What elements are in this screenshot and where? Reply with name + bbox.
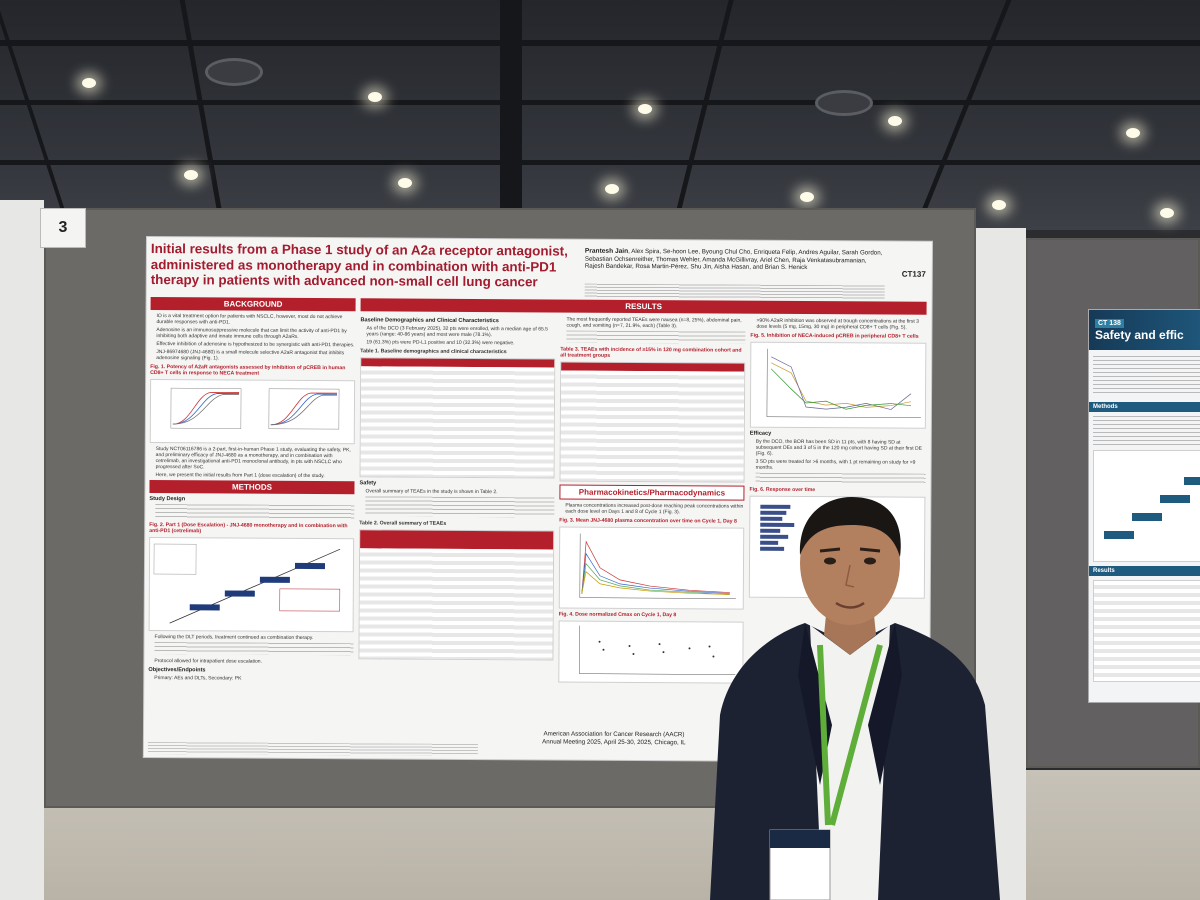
- column-results-3: >90% A2aR inhibition was observed at tro…: [748, 317, 927, 602]
- lead-author: Prantesh Jain: [584, 247, 629, 255]
- efficacy-bullet: By the DCO, the BOR has been SD in 11 pt…: [755, 438, 922, 457]
- safety-heading: Safety: [359, 480, 377, 487]
- background-header: BACKGROUND: [150, 297, 356, 312]
- research-poster: Initial results from a Phase 1 study of …: [143, 237, 932, 762]
- fig2-caption: Fig. 2. Part 1 (Dose Escalation) - JNJ-4…: [149, 522, 348, 535]
- table2-caption: Table 2. Overall summary of TEAEs: [359, 520, 447, 527]
- table1: [359, 357, 556, 479]
- table2: [358, 529, 555, 661]
- background-bullet: Study NCT06116786 is a 2-part, first-in-…: [155, 446, 351, 471]
- fig3-plot: [558, 526, 745, 610]
- efficacy-heading: Efficacy: [749, 430, 772, 437]
- adjacent-poster-table: [1093, 580, 1200, 682]
- adjacent-poster-results: Results: [1089, 566, 1200, 576]
- booth-post-left: [0, 200, 44, 900]
- background-bullet: Here, we present the initial results fro…: [155, 472, 325, 480]
- poster-code: CT137: [901, 269, 926, 279]
- methods-text: [154, 642, 354, 656]
- fig5-caption: Fig. 5. Inhibition of NECA-induced pCREB…: [750, 332, 919, 340]
- safety-bullet: The most frequently reported TEAEs were …: [566, 316, 742, 330]
- results-bullet: 19 (61.3%) pts were PD-L1 positive and 1…: [366, 339, 515, 347]
- fig6-caption: Fig. 6. Response over time: [749, 486, 816, 494]
- table1-caption: Table 1. Baseline demographics and clini…: [360, 348, 507, 356]
- efficacy-bullet: 3 SD pts were treated for >6 months, wit…: [755, 458, 916, 471]
- affiliations-text: [584, 283, 885, 300]
- poster-authors: Prantesh Jain, Alex Spira, Se-hoon Lee, …: [584, 247, 883, 272]
- conference-dates: Annual Meeting 2025, April 25-30, 2025, …: [542, 738, 686, 746]
- fig6-swimmer-plot: [748, 495, 926, 599]
- booth-number-sign: 3: [40, 208, 86, 248]
- adjacent-poster-methods: Methods: [1089, 402, 1200, 412]
- adjacent-poster: CT 138 Safety and effic Methods Results: [1089, 310, 1200, 702]
- results-header: RESULTS: [360, 298, 927, 315]
- coauthors: Alex Spira, Se-hoon Lee, Byoung Chul Cho…: [584, 247, 883, 272]
- objectives-bullet: Primary: AEs and DLTs, Secondary: PK: [154, 675, 242, 682]
- safety-bullet: Overall summary of TEAEs in the study is…: [365, 488, 498, 496]
- results-bullet: As of the DCO (3 February 2025), 32 pts …: [366, 325, 548, 339]
- column-results-1: Baseline Demographics and Clinical Chara…: [358, 314, 556, 663]
- adjacent-poster-code: CT 138: [1095, 319, 1124, 328]
- safety-text: [566, 330, 746, 344]
- fig1-plot: [149, 379, 356, 445]
- baseline-heading: Baseline Demographics and Clinical Chara…: [360, 317, 499, 325]
- efficacy-text: [755, 472, 926, 484]
- column-results-2: The most frequently reported TEAEs were …: [558, 316, 746, 687]
- methods-header: METHODS: [149, 480, 355, 495]
- fig1-caption: Fig. 1. Potency of A2aR antagonists asse…: [150, 364, 346, 377]
- footnotes-text: [147, 742, 478, 757]
- table3: [559, 361, 746, 483]
- poster-title: Initial results from a Phase 1 study of …: [150, 241, 568, 290]
- column-background-methods: BACKGROUND IO is a vital treatment optio…: [148, 297, 356, 684]
- objectives-heading: Objectives/Endpoints: [148, 667, 206, 674]
- fig5-plot: [749, 341, 927, 429]
- fig2-diagram: [148, 537, 355, 633]
- methods-bullet: Following the DLT periods, treatment con…: [154, 634, 314, 642]
- adjacent-poster-diagram: [1093, 450, 1200, 562]
- background-bullet: JNJ-86974680 (JNJ-4680) is a small molec…: [156, 349, 345, 362]
- safety-text: [365, 496, 555, 518]
- adjacent-poster-title: Safety and effic: [1095, 328, 1184, 342]
- adjacent-poster-text: [1093, 356, 1200, 396]
- background-bullet: Adenosine is an immunosuppressive molecu…: [156, 327, 347, 340]
- pkpd-bullet: >90% A2aR inhibition was observed at tro…: [756, 317, 919, 331]
- background-bullet: IO is a vital treatment option for patie…: [156, 313, 343, 326]
- methods-bullet: Protocol allowed for intrapatient dose e…: [154, 658, 263, 665]
- fig4-plot: [558, 620, 744, 684]
- table3-caption: Table 3. TEAEs with incidence of ≥15% in…: [560, 346, 742, 359]
- adjacent-poster-header: CT 138 Safety and effic: [1089, 310, 1200, 350]
- adjacent-poster-text: [1093, 416, 1200, 446]
- ceiling: [0, 0, 1200, 230]
- presenter-person: [700, 495, 1030, 900]
- background-bullet: Effective inhibition of adenosine is hyp…: [156, 341, 355, 349]
- poster-footer: American Association for Cancer Research…: [494, 730, 734, 746]
- study-design-heading: Study Design: [149, 496, 186, 503]
- study-design-text: [155, 504, 355, 520]
